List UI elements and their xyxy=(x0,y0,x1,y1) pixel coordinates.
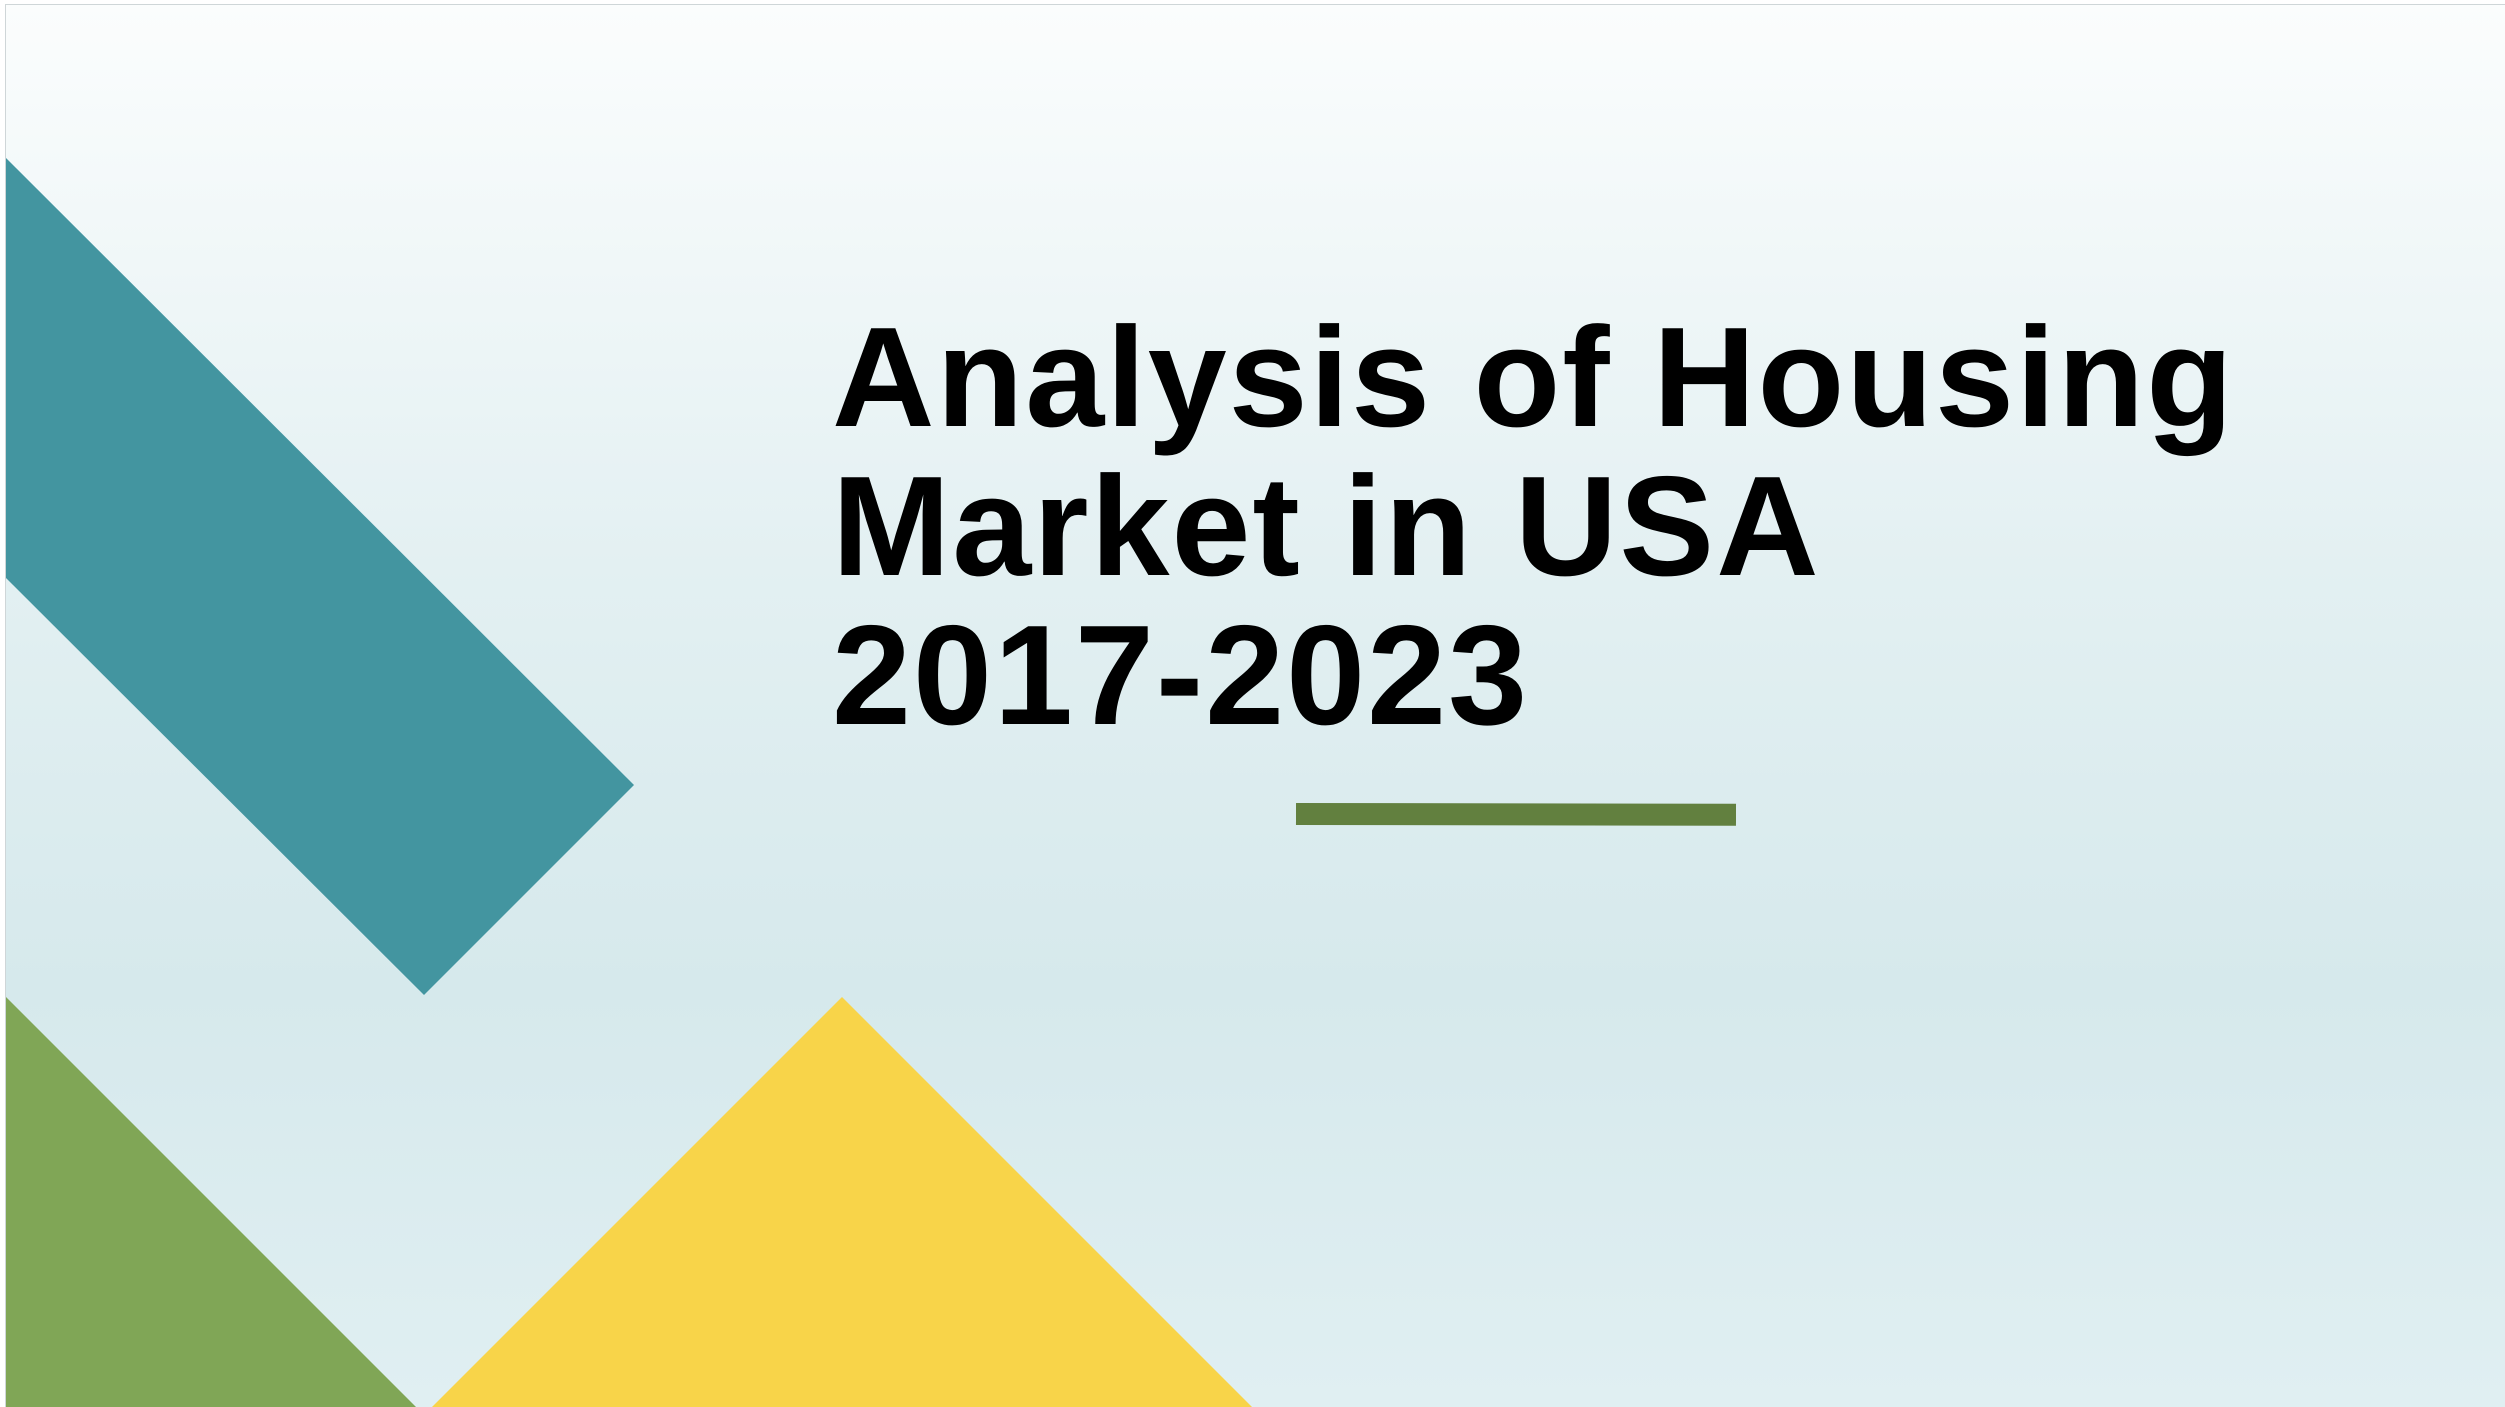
decorative-shapes xyxy=(6,158,1252,1407)
title-underline-accent xyxy=(1295,803,1737,826)
slide-canvas: Analysis of Housing Market in USA 2017-2… xyxy=(5,4,2505,1407)
teal-diagonal-band xyxy=(6,158,634,995)
slide-title: Analysis of Housing Market in USA 2017-2… xyxy=(832,298,2235,755)
yellow-triangle xyxy=(432,997,1252,1407)
green-triangle xyxy=(6,997,416,1407)
